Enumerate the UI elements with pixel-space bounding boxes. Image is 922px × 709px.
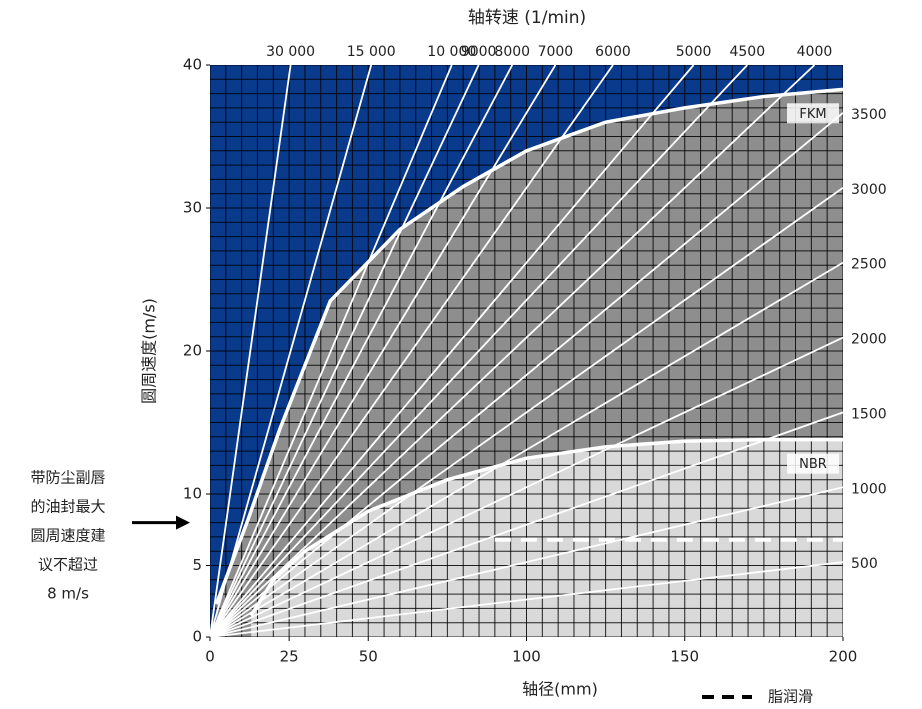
annotation-text: 圆周速度建 [30, 527, 105, 545]
rpm-label: 3000 [851, 182, 887, 198]
rpm-label: 4000 [797, 44, 833, 60]
rpm-label: 2500 [851, 257, 887, 273]
rpm-line [210, 261, 843, 637]
region-label: FKM [799, 107, 826, 122]
limit-curve [214, 87, 843, 605]
rpm-line [210, 65, 373, 637]
rpm-label: 2000 [851, 332, 887, 348]
limit-curve [249, 437, 843, 617]
rpm-line [210, 65, 292, 637]
y-tick-label: 20 [183, 342, 202, 360]
rpm-label: 10 000 [427, 44, 476, 60]
rpm-line [210, 65, 748, 637]
rpm-label: 1000 [851, 481, 887, 497]
legend-label: 脂润滑 [768, 688, 813, 706]
x-tick-label: 100 [512, 648, 541, 666]
x-tick-label: 150 [670, 648, 699, 666]
x-tick-label: 200 [829, 648, 858, 666]
rpm-line [210, 65, 453, 637]
region-label: NBR [799, 457, 827, 472]
label-box [787, 103, 839, 124]
rpm-line [210, 65, 695, 637]
rpm-line [210, 561, 843, 637]
rpm-label: 500 [851, 556, 878, 572]
x-axis-title: 轴径(mm) [522, 680, 598, 699]
rpm-label: 30 000 [266, 44, 315, 60]
rpm-line [210, 187, 843, 637]
y-tick-label: 40 [183, 56, 202, 74]
label-box [787, 453, 839, 474]
rpm-line [210, 65, 557, 637]
rpm-label: 3500 [851, 107, 887, 123]
x-tick-label: 0 [205, 648, 215, 666]
x-tick-label: 25 [280, 648, 299, 666]
rpm-line [210, 486, 843, 637]
rpm-line [210, 65, 480, 637]
rpm-line [210, 112, 843, 637]
rpm-label: 8000 [494, 44, 530, 60]
rpm-label: 1500 [851, 406, 887, 422]
rpm-label: 6000 [595, 44, 631, 60]
rpm-label: 4500 [729, 44, 765, 60]
rpm-label: 5000 [676, 44, 712, 60]
x-tick-label: 50 [359, 648, 378, 666]
rpm-line [210, 65, 614, 637]
plot-area [210, 65, 843, 637]
chart-title: 轴转速 (1/min) [468, 8, 586, 28]
y-tick-label: 10 [183, 485, 202, 503]
rpm-label: 9000 [461, 44, 497, 60]
y-tick-label: 5 [192, 556, 202, 574]
rpm-label: 15 000 [347, 44, 396, 60]
annotation-text: 带防尘副唇 [30, 469, 105, 487]
rpm-line [210, 411, 843, 637]
rpm-line [210, 336, 843, 637]
y-tick-label: 30 [183, 199, 202, 217]
annotation-text: 8 m/s [47, 585, 89, 603]
y-axis-title: 圆周速度(m/s) [140, 298, 159, 404]
annotation-text: 的油封最大 [30, 498, 105, 516]
rpm-line [210, 65, 816, 637]
rpm-line [210, 65, 514, 637]
rpm-label: 7000 [538, 44, 574, 60]
arrow-head [176, 515, 190, 530]
annotation-text: 议不超过 [38, 556, 98, 574]
y-tick-label: 0 [192, 628, 202, 646]
